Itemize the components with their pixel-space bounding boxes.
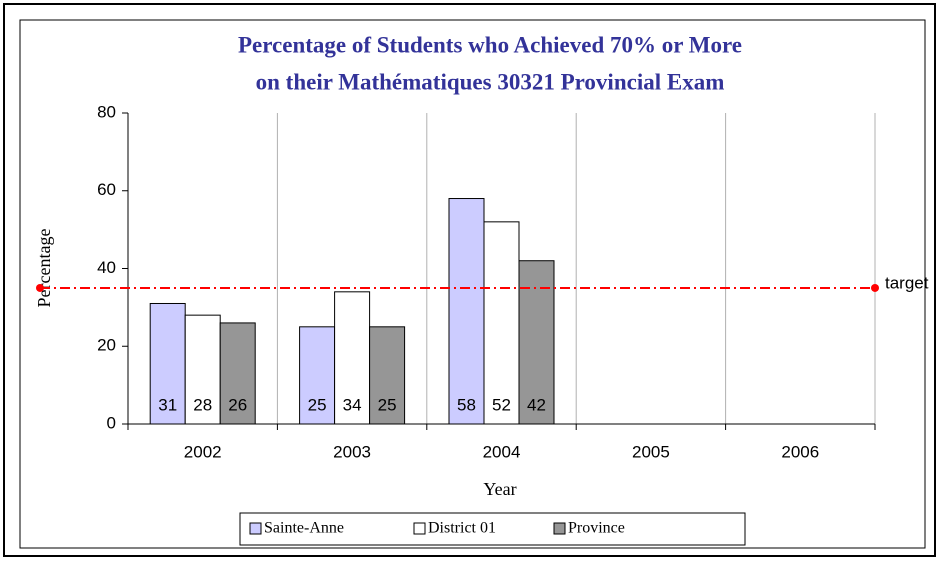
chart-title: Percentage of Students who Achieved 70% … (238, 32, 742, 57)
y-tick-label: 0 (107, 413, 116, 432)
data-label: 34 (343, 395, 362, 414)
chart-frame (19, 19, 926, 549)
legend-label: Province (568, 520, 625, 537)
bar (219, 322, 256, 425)
x-tick-label: 2003 (333, 442, 371, 461)
y-tick-label: 80 (97, 102, 116, 121)
chart-title: on their Mathématiques 30321 Provincial … (256, 69, 725, 94)
legend-swatch (413, 522, 426, 535)
y-tick-label: 20 (97, 336, 116, 355)
x-tick-label: 2002 (184, 442, 222, 461)
data-label: 25 (308, 395, 327, 414)
y-tick-label: 40 (97, 258, 116, 277)
legend-swatch (249, 522, 262, 535)
data-label: 52 (492, 395, 511, 414)
target-marker (871, 283, 879, 292)
y-tick-label: 60 (97, 180, 116, 199)
data-label: 28 (193, 395, 212, 414)
legend-box (239, 512, 746, 546)
data-label: 26 (228, 395, 247, 414)
data-label: 25 (378, 395, 397, 414)
x-tick-label: 2005 (632, 442, 670, 461)
x-axis-label: Year (483, 479, 516, 499)
data-label: 42 (527, 395, 546, 414)
bar (299, 326, 336, 425)
outer-frame (3, 3, 936, 557)
data-label: 58 (457, 395, 476, 414)
legend-label: Sainte-Anne (264, 520, 344, 537)
x-tick-label: 2006 (781, 442, 819, 461)
bar (448, 198, 485, 425)
legend-label: District 01 (428, 520, 496, 537)
bar (334, 291, 371, 425)
y-axis-label: Percentage (34, 229, 54, 308)
target-marker (36, 283, 44, 292)
bar (483, 221, 520, 425)
x-tick-label: 2004 (483, 442, 521, 461)
bar (369, 326, 406, 425)
data-label: 31 (158, 395, 177, 414)
target-label: target (885, 273, 929, 292)
legend-swatch (553, 522, 566, 535)
